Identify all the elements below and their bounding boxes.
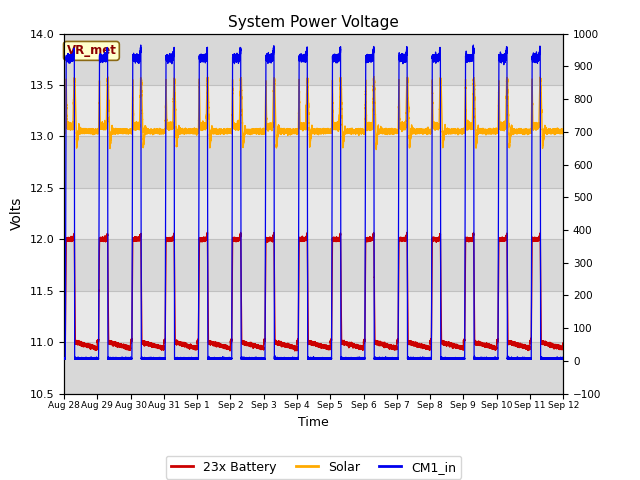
Bar xyxy=(64,291,563,342)
Bar xyxy=(64,85,563,136)
Legend: 23x Battery, Solar, CM1_in: 23x Battery, Solar, CM1_in xyxy=(166,456,461,479)
Y-axis label: Volts: Volts xyxy=(10,197,24,230)
X-axis label: Time: Time xyxy=(298,416,329,429)
Text: VR_met: VR_met xyxy=(67,44,116,58)
Bar xyxy=(64,188,563,240)
Title: System Power Voltage: System Power Voltage xyxy=(228,15,399,30)
